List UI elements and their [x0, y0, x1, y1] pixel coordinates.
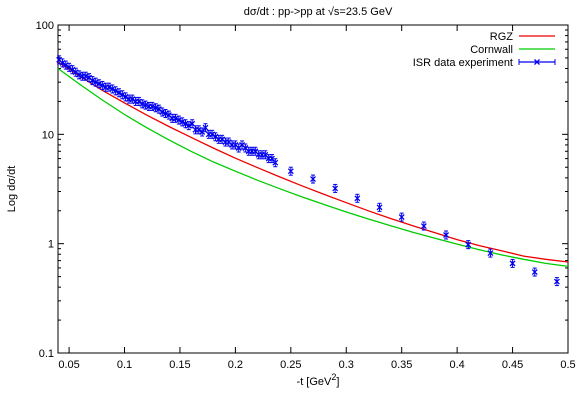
data-point	[487, 248, 494, 258]
data-point	[152, 103, 159, 113]
data-point	[149, 101, 156, 111]
legend-label: Cornwall	[470, 44, 513, 56]
data-point	[509, 258, 516, 268]
data-point	[443, 230, 450, 240]
data-point	[159, 107, 166, 117]
x-tick-label: 0.45	[502, 359, 523, 371]
x-tick-label: 0.35	[391, 359, 412, 371]
data-point	[272, 158, 279, 168]
x-tick-label: 0.2	[228, 359, 243, 371]
data-point	[99, 80, 106, 90]
legend-label: RGZ	[490, 31, 514, 43]
data-point	[219, 134, 226, 144]
data-point	[232, 140, 239, 150]
data-point	[420, 221, 427, 231]
x-tick-label: 0.05	[58, 359, 79, 371]
data-point	[142, 100, 149, 110]
x-tick-label: 0.4	[449, 359, 464, 371]
data-point	[376, 202, 383, 212]
data-point	[242, 143, 249, 153]
y-tick-label: 100	[36, 20, 54, 32]
data-point	[398, 212, 405, 222]
data-point	[222, 137, 229, 147]
data-point	[249, 146, 255, 156]
x-tick-label: 0.5	[560, 359, 575, 371]
data-point	[531, 267, 538, 277]
data-point	[215, 134, 222, 144]
legend-swatch	[518, 59, 556, 65]
data-point	[89, 76, 96, 86]
series-line-cornwall	[57, 67, 569, 268]
data-point	[332, 183, 339, 193]
data-point	[169, 113, 176, 123]
x-axis: 0.05 0.1 0.15 0.2 0.25 0.3 0.35 0.4 0.45 0.5	[58, 25, 576, 371]
data-point	[259, 150, 265, 160]
data-point	[239, 140, 246, 150]
data-point	[229, 140, 236, 150]
data-point	[225, 137, 232, 147]
y-tick-label: 0.1	[39, 348, 54, 360]
x-tick-label: 0.25	[280, 359, 301, 371]
y-axis-label: Log dσ/dt	[6, 166, 18, 213]
data-point	[553, 277, 560, 287]
data-point	[175, 115, 182, 125]
data-point	[192, 125, 199, 135]
data-point	[96, 79, 102, 89]
x-axis-label: -t [GeV2]	[297, 372, 340, 388]
data-point	[199, 127, 206, 137]
legend-label: ISR data experiment	[413, 57, 513, 69]
y-tick-label: 1	[48, 239, 54, 251]
data-point	[162, 109, 169, 119]
series-line-rgz	[57, 61, 569, 263]
data-point	[310, 174, 316, 184]
data-point	[287, 166, 294, 176]
x-tick-label: 0.3	[339, 359, 354, 371]
data-point	[56, 55, 63, 65]
series-layer	[56, 55, 569, 287]
data-point	[69, 65, 76, 75]
y-tick-label: 10	[42, 129, 54, 141]
data-point	[235, 143, 242, 153]
data-point	[139, 99, 146, 109]
data-point	[202, 123, 209, 133]
data-point	[354, 193, 361, 203]
data-point	[245, 146, 252, 156]
plot-frame	[57, 24, 569, 354]
data-point	[465, 240, 472, 250]
y-axis: 0.1 1 10 100	[36, 20, 568, 360]
x-tick-label: 0.1	[117, 359, 132, 371]
chart-title: dσ/dt : pp->pp at √s=23.5 GeV	[244, 6, 393, 18]
x-tick-label: 0.15	[169, 359, 190, 371]
